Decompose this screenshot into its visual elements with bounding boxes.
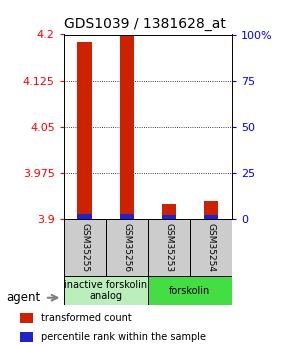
Bar bbox=[106, 219, 148, 276]
Bar bbox=[190, 219, 232, 276]
Bar bbox=[148, 219, 190, 276]
Text: GDS1039 / 1381628_at: GDS1039 / 1381628_at bbox=[64, 17, 226, 31]
Text: forskolin: forskolin bbox=[169, 286, 211, 296]
Text: transformed count: transformed count bbox=[41, 313, 132, 323]
Text: GSM35254: GSM35254 bbox=[206, 223, 215, 272]
Bar bbox=[77, 42, 92, 214]
Text: percentile rank within the sample: percentile rank within the sample bbox=[41, 332, 206, 342]
Text: inactive forskolin
analog: inactive forskolin analog bbox=[64, 280, 147, 302]
Bar bbox=[64, 219, 106, 276]
Bar bbox=[119, 36, 134, 214]
Bar bbox=[77, 214, 92, 219]
Bar bbox=[162, 215, 176, 219]
Bar bbox=[20, 332, 33, 342]
Bar bbox=[20, 313, 33, 323]
Bar bbox=[204, 215, 218, 219]
Text: agent: agent bbox=[6, 291, 40, 304]
Bar bbox=[148, 276, 232, 305]
Bar bbox=[204, 201, 218, 215]
Bar bbox=[119, 214, 134, 219]
Text: GSM35256: GSM35256 bbox=[122, 223, 131, 272]
Bar bbox=[162, 204, 176, 215]
Text: GSM35253: GSM35253 bbox=[164, 223, 173, 272]
Bar bbox=[64, 276, 148, 305]
Text: GSM35255: GSM35255 bbox=[80, 223, 89, 272]
